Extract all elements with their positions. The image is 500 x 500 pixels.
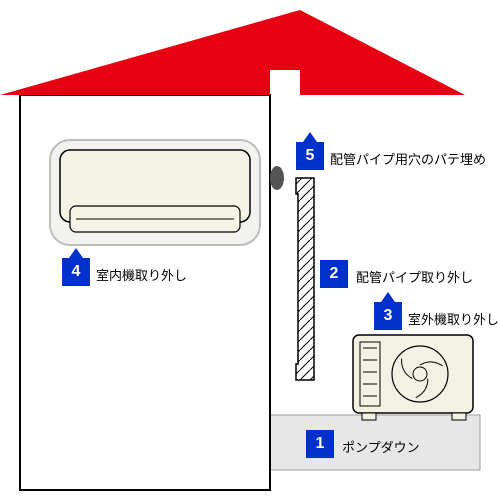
step-label-3: 室外機取り外し: [408, 309, 499, 328]
step-label-4: 室内機取り外し: [96, 265, 187, 284]
step-label-5: 配管パイプ用穴のパテ埋め: [330, 149, 486, 168]
step-badge-3: 3: [374, 302, 402, 330]
step-label-1: ポンプダウン: [342, 437, 420, 456]
step-badge-1: 1: [306, 430, 334, 458]
step-badge-2: 2: [320, 260, 348, 288]
diagram-canvas: 1 ポンプダウン 2 配管パイプ取り外し 3 室外機取り外し 4 室内機取り外し 5 配管パイプ用…: [0, 0, 500, 500]
pipe: [296, 178, 314, 380]
pipe-hole-cap: [270, 166, 284, 190]
roof: [0, 10, 465, 95]
step-badge-4: 4: [62, 258, 90, 286]
step-label-2: 配管パイプ取り外し: [356, 267, 473, 286]
step-badge-5: 5: [296, 142, 324, 170]
